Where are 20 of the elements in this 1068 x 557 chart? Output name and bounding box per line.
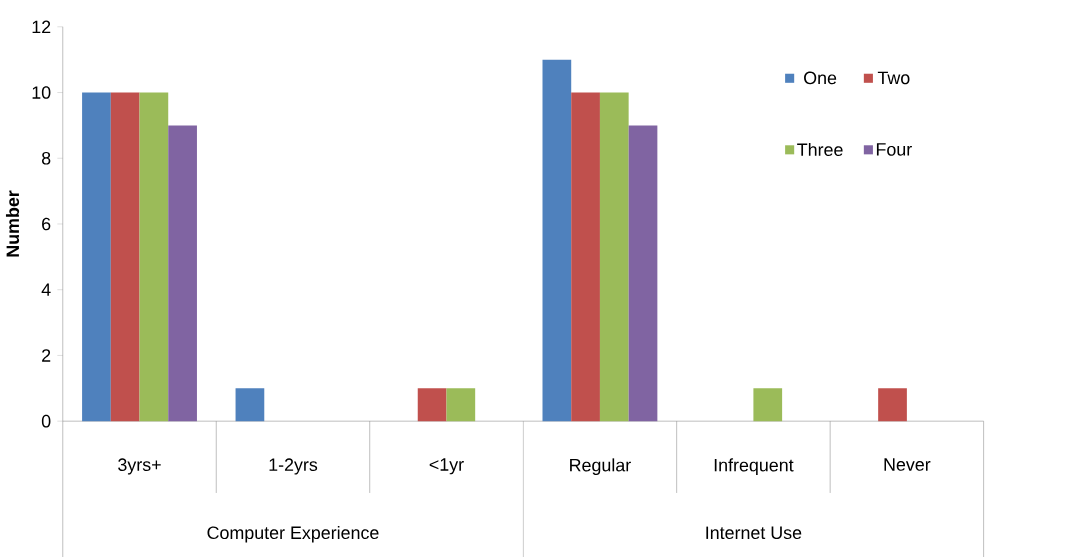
y-tick-label: 8 bbox=[41, 151, 51, 165]
y-tick-label: 4 bbox=[41, 283, 51, 296]
x-tick-label: <1yr bbox=[429, 458, 464, 475]
x-tick-label: 3yrs+ bbox=[118, 458, 161, 475]
legend-label: Four bbox=[876, 143, 912, 156]
text: Internet Use bbox=[706, 526, 802, 539]
y-tick-label: 12 bbox=[32, 20, 51, 33]
y-tick-label: 10 bbox=[32, 86, 51, 99]
legend-label: Three bbox=[797, 142, 843, 156]
y-tick-label: 0 bbox=[41, 414, 51, 428]
y-tick-label: 2 bbox=[42, 349, 51, 362]
x-tick-label: Infrequent bbox=[714, 458, 794, 475]
x-tick-label: 1-2yrs bbox=[269, 458, 318, 475]
y-tick-label: 6 bbox=[42, 217, 51, 231]
legend-label: One bbox=[804, 71, 837, 85]
legend-label: Two bbox=[877, 71, 910, 84]
y-axis-title: Number bbox=[5, 190, 20, 257]
text: Computer Experience bbox=[207, 525, 379, 543]
x-tick-label: Regular bbox=[570, 458, 631, 475]
x-tick-label: Never bbox=[884, 458, 931, 471]
